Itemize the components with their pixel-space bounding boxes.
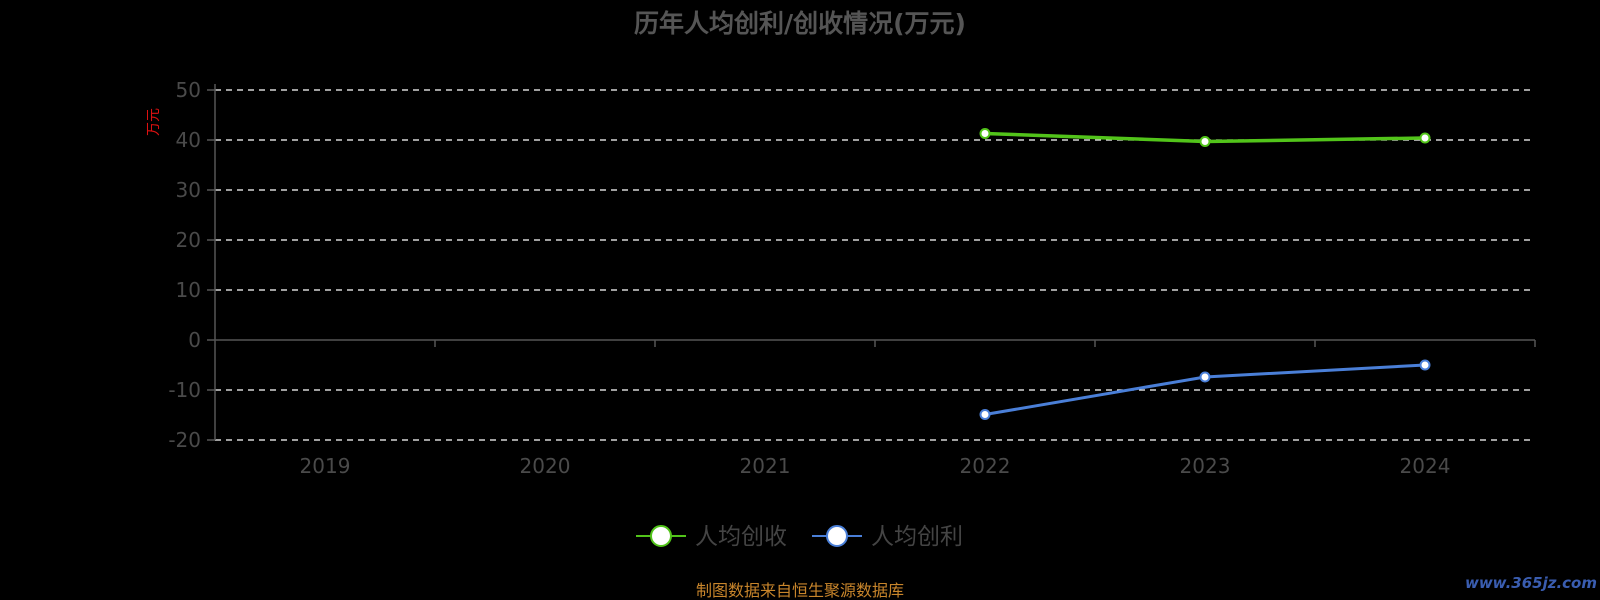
axes bbox=[207, 84, 1536, 441]
data-point bbox=[979, 128, 991, 139]
chart-title: 历年人均创利/创收情况(万元) bbox=[634, 9, 966, 38]
grid-lines bbox=[215, 89, 1535, 441]
legend-marker bbox=[650, 525, 672, 547]
x-tick-label: 2020 bbox=[520, 454, 571, 478]
data-point bbox=[1199, 371, 1211, 383]
x-tick-label: 2019 bbox=[300, 454, 351, 478]
legend[interactable]: 人均创收 人均创利 bbox=[636, 524, 963, 550]
y-axis-unit-label: 万元 bbox=[146, 108, 162, 136]
legend-item[interactable]: 人均创收 bbox=[636, 524, 787, 550]
data-point bbox=[1419, 132, 1431, 144]
data-point bbox=[979, 409, 991, 420]
y-tick-label: 50 bbox=[176, 78, 201, 102]
legend-item[interactable]: 人均创利 bbox=[812, 524, 963, 550]
y-tick-label: 40 bbox=[176, 128, 201, 152]
x-tick-label: 2021 bbox=[740, 454, 791, 478]
data-point bbox=[1199, 136, 1211, 147]
y-tick-labels: 50 40 30 20 10 0 -10 -20 bbox=[168, 78, 201, 452]
y-tick-label: 0 bbox=[188, 328, 201, 352]
y-tick-label: 20 bbox=[176, 228, 201, 252]
series-lines bbox=[979, 128, 1431, 420]
data-source-note: 制图数据来自恒生聚源数据库 bbox=[696, 581, 904, 600]
legend-label: 人均创利 bbox=[871, 524, 963, 550]
y-tick-label: -20 bbox=[168, 428, 201, 452]
y-tick-label: 30 bbox=[176, 178, 201, 202]
legend-marker bbox=[826, 525, 848, 547]
x-tick-label: 2023 bbox=[1180, 454, 1231, 478]
x-tick-label: 2022 bbox=[960, 454, 1011, 478]
legend-label: 人均创收 bbox=[695, 524, 787, 550]
watermark: www.365jz.com bbox=[1465, 574, 1597, 592]
x-tick-label: 2024 bbox=[1400, 454, 1451, 478]
x-tick-labels: 2019 2020 2021 2022 2023 2024 bbox=[300, 454, 1451, 478]
y-tick-label: -10 bbox=[168, 378, 201, 402]
y-tick-label: 10 bbox=[176, 278, 201, 302]
data-point bbox=[1419, 359, 1431, 371]
